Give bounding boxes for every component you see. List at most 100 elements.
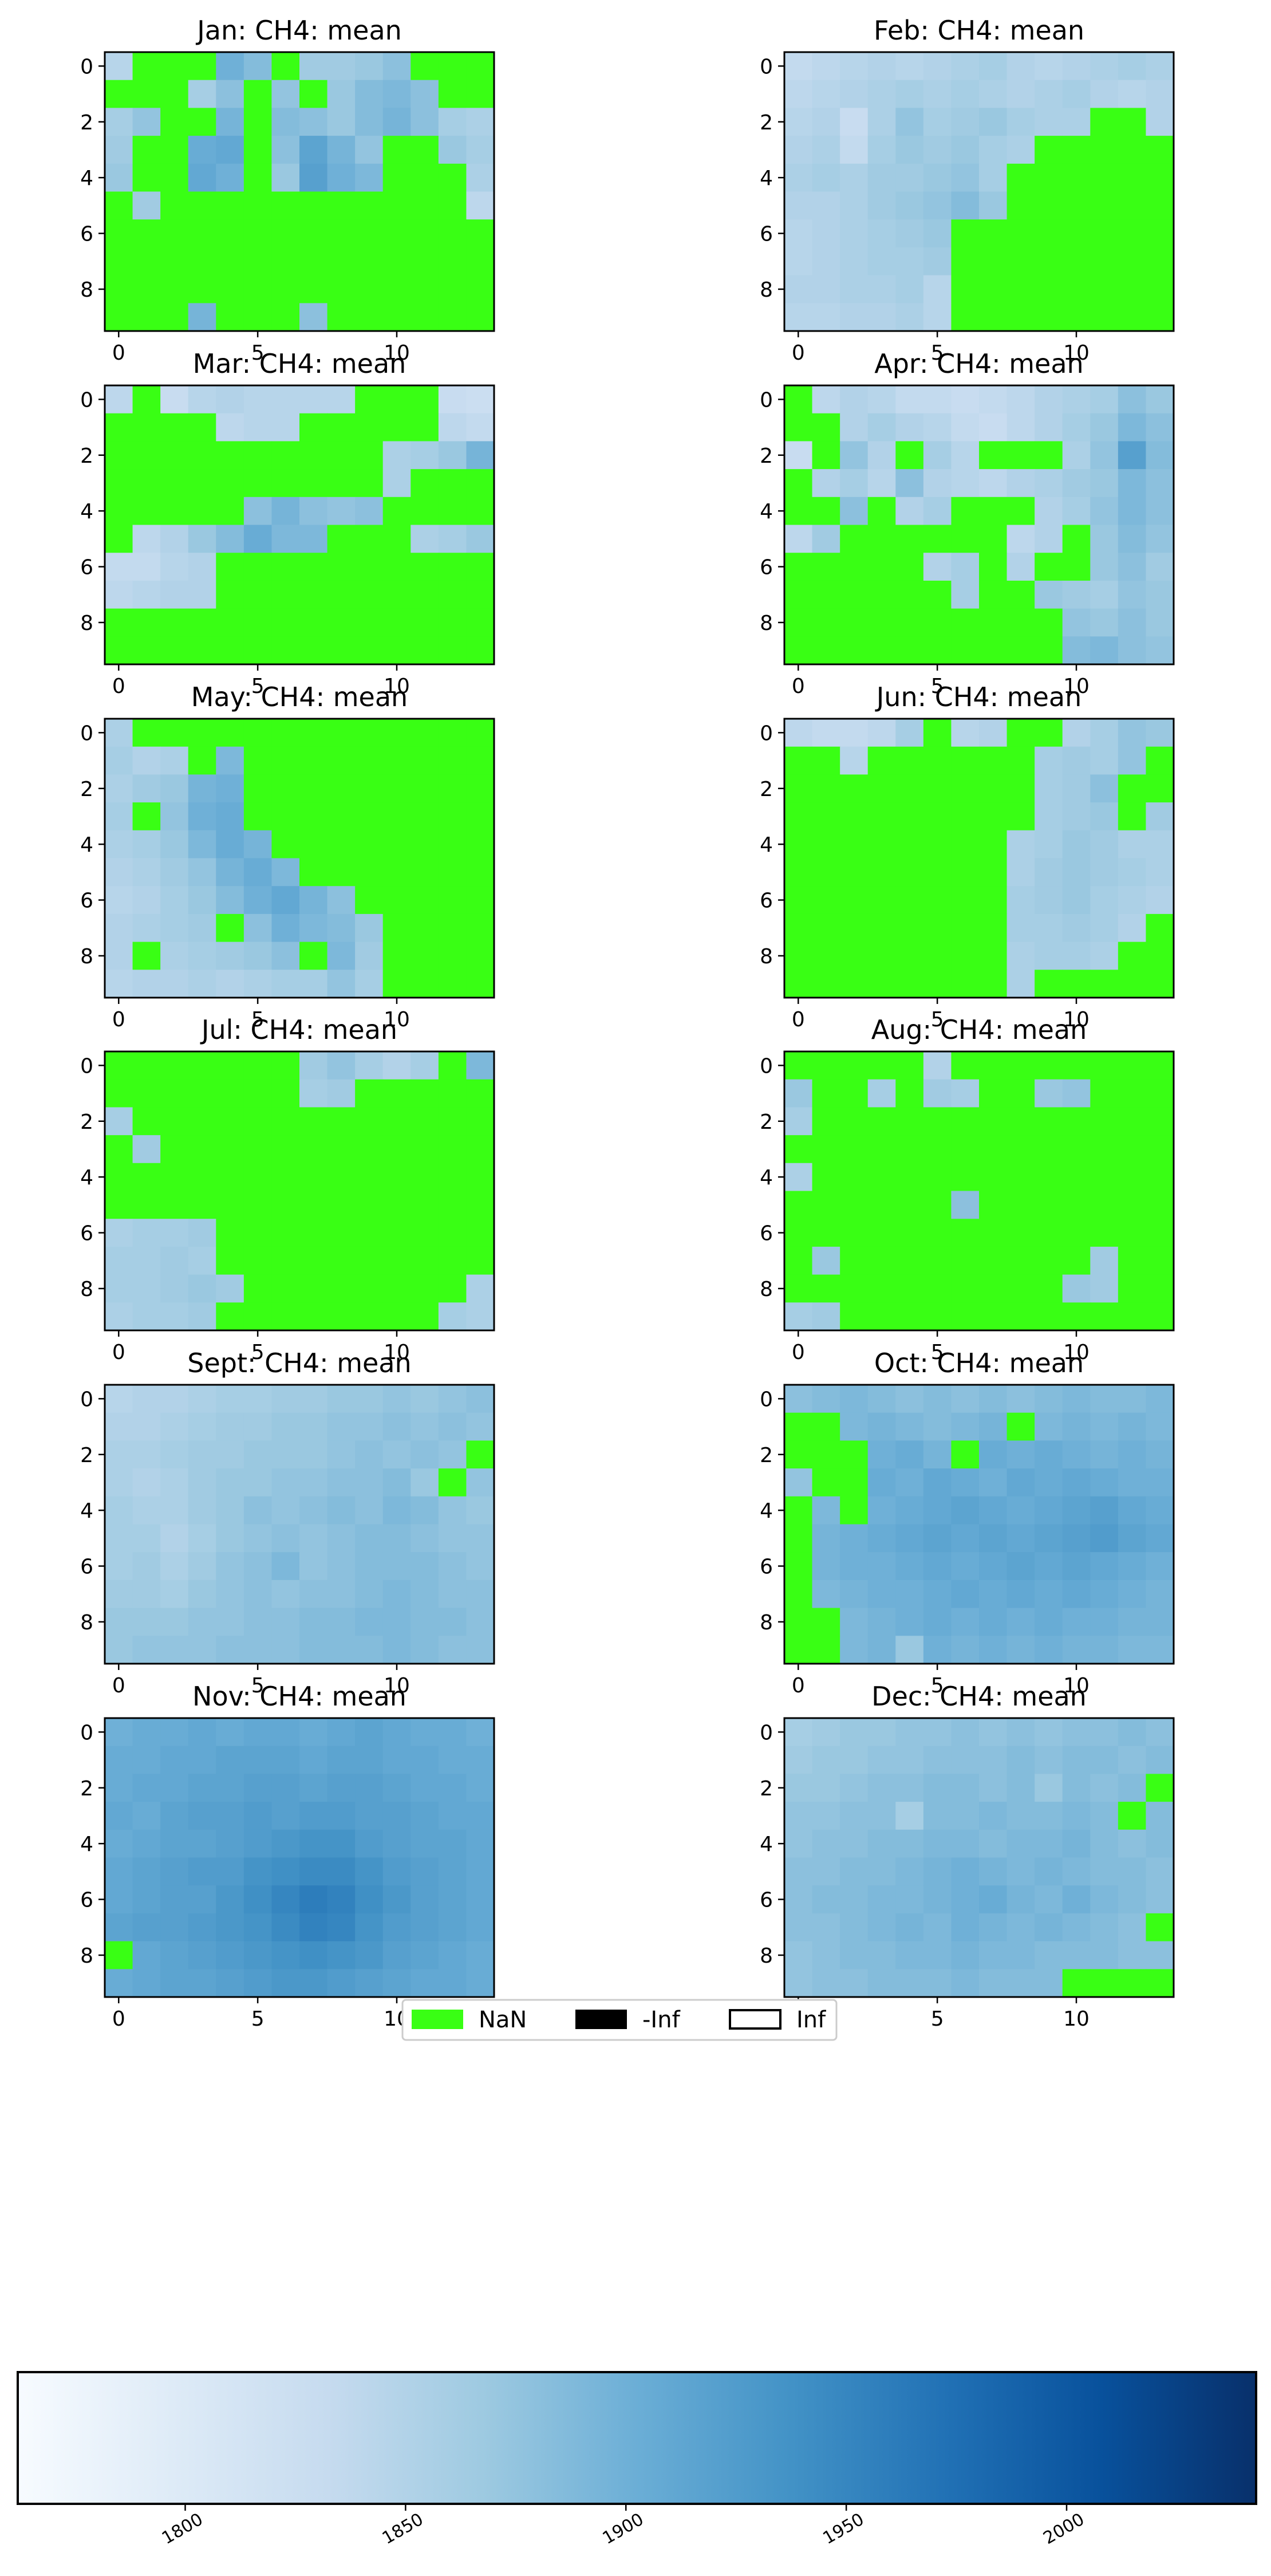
heatmap-cell (951, 719, 980, 747)
heatmap-cell (466, 719, 495, 747)
heatmap-cell (382, 1774, 411, 1802)
y-tick-label: 0 (760, 1388, 773, 1411)
heatmap-cell (299, 441, 328, 470)
heatmap-cell (1090, 80, 1119, 108)
heatmap-cell (867, 525, 896, 553)
heatmap-cell (1090, 1412, 1119, 1441)
heatmap-cell (160, 774, 189, 803)
heatmap-cell (438, 1051, 467, 1080)
heatmap-cell (812, 219, 840, 248)
heatmap-cell (979, 1636, 1008, 1664)
heatmap-cell (188, 719, 216, 747)
heatmap-cell (466, 553, 495, 581)
heatmap-cell (1090, 1941, 1119, 1970)
heatmap-cell (382, 497, 411, 526)
heatmap-cell (1090, 163, 1119, 192)
panel-frame (783, 1050, 1175, 1332)
heatmap-cell (979, 1412, 1008, 1441)
heatmap-cell (271, 1913, 300, 1942)
heatmap-cell (1146, 52, 1174, 81)
heatmap-cell (355, 1524, 384, 1553)
heatmap-cell (243, 1412, 273, 1441)
heatmap-cell (327, 1107, 356, 1136)
heatmap-cell (812, 275, 840, 304)
heatmap-cell (1062, 1385, 1091, 1413)
heatmap-cell (327, 1774, 356, 1802)
heatmap-cell (923, 580, 952, 609)
heatmap-cell (160, 970, 189, 998)
heatmap-cell (271, 1163, 300, 1192)
heatmap-cell (243, 469, 273, 498)
heatmap-cell (243, 553, 273, 581)
heatmap-cell (132, 1191, 161, 1219)
heatmap-cell (382, 1885, 411, 1914)
heatmap-cell (923, 1718, 952, 1747)
heatmap-cell (840, 1412, 869, 1441)
heatmap-cell (243, 1969, 273, 1998)
y-tick-label: 4 (80, 1833, 93, 1856)
heatmap-cell (1146, 1468, 1174, 1497)
heatmap-cell (1062, 497, 1091, 526)
heatmap-cell (1090, 970, 1119, 998)
heatmap-cell (784, 1913, 813, 1942)
heatmap-cell (1090, 1746, 1119, 1774)
heatmap-cell (243, 191, 273, 220)
heatmap-cell (923, 608, 952, 637)
heatmap-cell (160, 1385, 189, 1413)
heatmap-cell (299, 1802, 328, 1830)
heatmap-cell (355, 1302, 384, 1331)
heatmap-cell (466, 913, 495, 943)
heatmap-cell (355, 1468, 384, 1497)
heatmap-cell (1118, 1440, 1147, 1469)
heatmap-cell (355, 1246, 384, 1275)
heatmap-cell (438, 275, 467, 304)
heatmap-cell (867, 1219, 896, 1247)
y-tick-label: 8 (80, 1278, 93, 1301)
heatmap-cell (867, 1079, 896, 1108)
heatmap-cell (895, 1412, 924, 1441)
heatmap-cell (784, 553, 813, 581)
heatmap-cell (784, 636, 813, 665)
heatmap-cell (466, 1191, 495, 1219)
heatmap-cell (160, 1802, 189, 1830)
heatmap-cell (1062, 970, 1091, 998)
heatmap-cell (1006, 1468, 1035, 1497)
heatmap-cell (188, 1274, 216, 1303)
y-tick-label: 2 (80, 1777, 93, 1801)
heatmap-cell (382, 774, 411, 803)
heatmap-cell (1118, 913, 1147, 943)
heatmap-cell (160, 275, 189, 304)
heatmap-cell (355, 1552, 384, 1581)
heatmap-cell (299, 1969, 328, 1998)
heatmap-cell (840, 1580, 869, 1609)
heatmap-cell (438, 1219, 467, 1247)
heatmap-cell (812, 830, 840, 859)
heatmap-cell (979, 1580, 1008, 1609)
heatmap-cell (410, 1857, 439, 1886)
heatmap-cell (840, 1191, 869, 1219)
heatmap-cell (160, 1857, 189, 1886)
heatmap-cell (923, 774, 952, 803)
heatmap-cell (895, 802, 924, 831)
heatmap-cell (382, 942, 411, 970)
heatmap-cell (327, 1552, 356, 1581)
heatmap-cell (867, 1941, 896, 1970)
heatmap-cell (271, 580, 300, 609)
heatmap-cell (1035, 1524, 1063, 1553)
heatmap-cell (271, 1746, 300, 1774)
heatmap-cell (410, 385, 439, 414)
heatmap-cell (243, 247, 273, 276)
heatmap-cell (299, 1636, 328, 1664)
heatmap-cell (867, 1580, 896, 1609)
heatmap-cell (105, 219, 133, 248)
heatmap-cell (105, 52, 133, 81)
heatmap-cell (216, 970, 244, 998)
heatmap-cell (951, 1718, 980, 1747)
heatmap-cell (243, 580, 273, 609)
heatmap-cell (271, 275, 300, 304)
heatmap-cell (1062, 1913, 1091, 1942)
heatmap-cell (382, 1857, 411, 1886)
heatmap-cell (951, 303, 980, 332)
heatmap-cell (812, 858, 840, 887)
heatmap-cell (784, 1051, 813, 1080)
